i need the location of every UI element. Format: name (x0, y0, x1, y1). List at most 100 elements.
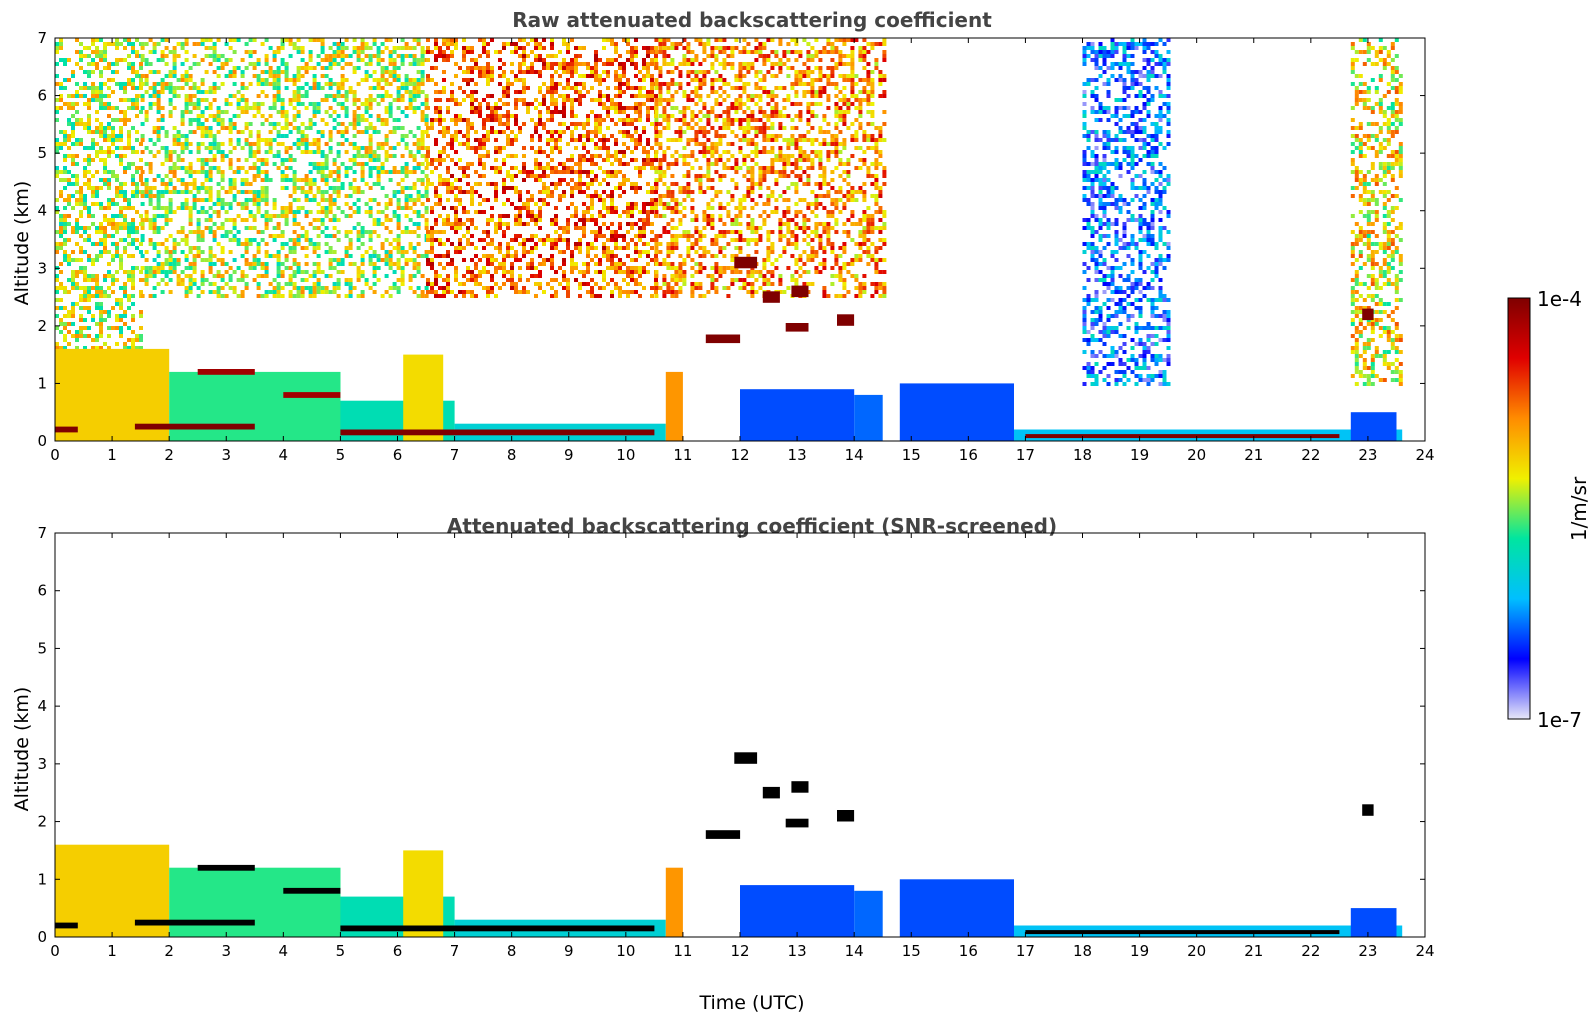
noise-cell (558, 282, 562, 286)
noise-cell (426, 46, 430, 50)
noise-cell (570, 114, 574, 118)
noise-cell (404, 142, 409, 146)
noise-cell (192, 278, 197, 282)
noise-cell (256, 166, 261, 170)
noise-cell (135, 334, 139, 338)
noise-cell (244, 102, 249, 106)
noise-cell (602, 38, 606, 42)
noise-cell (208, 106, 213, 110)
noise-cell (742, 82, 747, 86)
noise-cell (156, 118, 161, 122)
noise-cell (139, 66, 143, 70)
noise-cell (356, 98, 361, 102)
noise-cell (356, 82, 361, 86)
noise-cell (466, 82, 470, 86)
noise-cell (670, 62, 675, 66)
noise-cell (256, 282, 261, 286)
noise-cell (232, 238, 237, 242)
noise-cell (220, 142, 225, 146)
noise-cell (123, 322, 127, 326)
noise-cell (55, 142, 59, 146)
noise-cell (442, 286, 446, 290)
noise-cell (59, 286, 63, 290)
noise-cell (220, 54, 225, 58)
noise-cell (344, 166, 349, 170)
noise-cell (55, 46, 59, 50)
noise-cell (176, 158, 181, 162)
noise-cell (762, 46, 767, 50)
noise-cell (570, 70, 574, 74)
noise-cell (87, 238, 91, 242)
noise-cell (726, 46, 731, 50)
noise-cell (248, 142, 253, 146)
noise-cell (494, 106, 498, 110)
noise-cell (814, 78, 819, 82)
noise-cell (594, 174, 598, 178)
noise-cell (438, 110, 442, 114)
noise-cell (424, 206, 429, 210)
noise-cell (320, 74, 325, 78)
noise-cell (284, 70, 289, 74)
noise-cell (368, 170, 373, 174)
noise-cell (610, 62, 614, 66)
noise-cell (534, 214, 538, 218)
noise-cell (570, 262, 574, 266)
noise-cell (296, 70, 301, 74)
noise-cell (107, 346, 111, 350)
noise-cell (156, 126, 161, 130)
noise-cell (168, 182, 173, 186)
noise-cell (826, 74, 831, 78)
noise-cell (308, 142, 313, 146)
noise-cell (176, 282, 181, 286)
noise-cell (340, 142, 345, 146)
noise-cell (135, 182, 139, 186)
noise-cell (144, 274, 149, 278)
noise-cell (83, 182, 87, 186)
noise-cell (400, 98, 405, 102)
noise-cell (220, 294, 225, 298)
noise-cell (188, 274, 193, 278)
noise-cell (200, 186, 205, 190)
noise-cell (99, 82, 103, 86)
noise-cell (352, 114, 357, 118)
noise-cell (127, 298, 131, 302)
noise-cell (107, 202, 111, 206)
noise-cell (123, 122, 127, 126)
noise-cell (766, 58, 771, 62)
noise-cell (542, 258, 546, 262)
noise-cell (119, 254, 123, 258)
noise-cell (144, 110, 149, 114)
noise-cell (352, 38, 357, 42)
noise-cell (498, 98, 502, 102)
noise-cell (634, 130, 638, 134)
noise-cell (490, 278, 494, 282)
noise-cell (412, 158, 417, 162)
noise-cell (830, 70, 835, 74)
noise-cell (578, 158, 582, 162)
noise-cell (368, 74, 373, 78)
noise-cell (256, 146, 261, 150)
noise-cell (288, 154, 293, 158)
noise-cell (127, 294, 131, 298)
noise-cell (494, 190, 498, 194)
noise-cell (570, 214, 574, 218)
noise-cell (530, 238, 534, 242)
noise-cell (148, 190, 153, 194)
noise-cell (220, 206, 225, 210)
noise-cell (494, 158, 498, 162)
noise-cell (434, 42, 438, 46)
noise-cell (180, 118, 185, 122)
noise-cell (376, 202, 381, 206)
noise-cell (462, 170, 466, 174)
noise-cell (380, 122, 385, 126)
noise-cell (79, 190, 83, 194)
noise-cell (71, 278, 75, 282)
noise-cell (380, 162, 385, 166)
noise-cell (95, 322, 99, 326)
noise-cell (356, 190, 361, 194)
noise-cell (300, 66, 305, 70)
noise-cell (79, 234, 83, 238)
noise-cell (83, 286, 87, 290)
noise-cell (392, 170, 397, 174)
noise-cell (830, 66, 835, 70)
